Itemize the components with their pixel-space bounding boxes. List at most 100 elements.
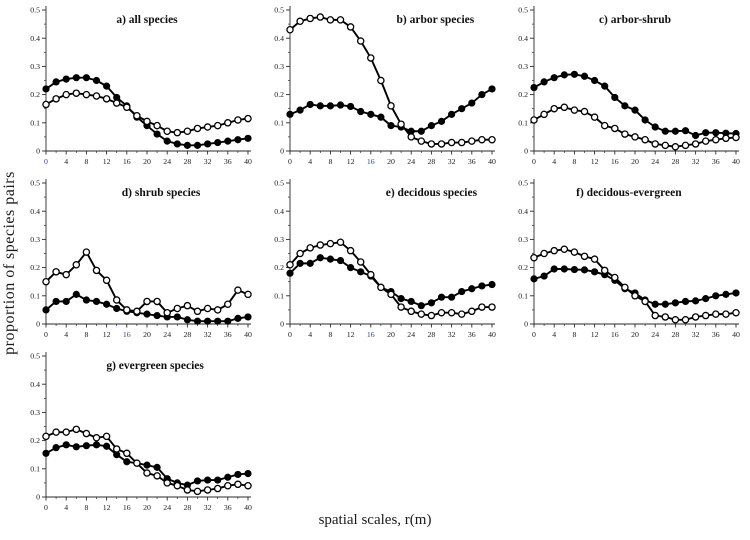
- data-point-open-circle: [316, 241, 325, 249]
- y-tick-label: 0.3: [518, 235, 528, 244]
- data-point-open-circle: [661, 313, 670, 321]
- x-tick-label: 32: [692, 330, 700, 339]
- x-tick-label: 20: [387, 157, 395, 166]
- data-point-filled-circle: [550, 74, 558, 82]
- x-tick-label: 8: [84, 503, 88, 512]
- x-tick-label: 0: [532, 157, 536, 166]
- x-tick-label: 40: [488, 157, 496, 166]
- data-point-open-circle: [651, 140, 659, 148]
- x-tick-label: 32: [204, 330, 212, 339]
- data-point-filled-circle: [478, 91, 486, 99]
- y-tick-label: 0.2: [518, 90, 528, 99]
- y-tick-label: 0.3: [30, 408, 40, 417]
- data-point-open-circle: [397, 120, 405, 128]
- data-point-open-circle: [600, 266, 609, 275]
- x-axis-ticks: 0 4 8 12 16 20 24 28 32 36 40: [532, 151, 740, 166]
- x-tick-label: 8: [84, 157, 88, 166]
- data-point-filled-circle: [661, 300, 669, 308]
- data-point-filled-circle: [651, 300, 659, 308]
- data-point-open-circle: [580, 107, 589, 116]
- series-open-circles: [286, 238, 496, 320]
- data-point-open-circle: [82, 90, 91, 99]
- data-point-filled-circle: [681, 297, 690, 306]
- x-tick-label: 28: [428, 330, 436, 339]
- data-point-filled-circle: [661, 127, 669, 135]
- data-point-filled-circle: [153, 311, 161, 320]
- data-point-open-circle: [437, 308, 446, 317]
- data-point-open-circle: [540, 249, 548, 258]
- data-point-filled-circle: [530, 83, 538, 92]
- data-point-filled-circle: [82, 296, 91, 304]
- data-point-open-circle: [234, 480, 242, 489]
- data-point-filled-circle: [244, 134, 252, 142]
- x-tick-label: 8: [328, 330, 332, 339]
- x-tick-label: 16: [123, 503, 131, 512]
- data-point-filled-circle: [72, 74, 80, 82]
- series-line: [45, 76, 249, 147]
- data-point-open-circle: [183, 486, 192, 494]
- data-point-filled-circle: [427, 122, 435, 130]
- data-point-filled-circle: [306, 259, 314, 267]
- data-point-open-circle: [213, 484, 222, 493]
- data-point-open-circle: [367, 270, 375, 279]
- data-point-filled-circle: [722, 290, 730, 298]
- data-point-open-circle: [52, 95, 60, 103]
- data-point-filled-circle: [326, 255, 335, 263]
- x-tick-label: 40: [732, 330, 740, 339]
- data-point-open-circle: [540, 110, 548, 119]
- data-point-open-circle: [712, 310, 720, 318]
- x-tick-label: 16: [367, 330, 375, 339]
- data-point-filled-circle: [530, 275, 538, 283]
- x-tick-label: 0: [44, 503, 48, 512]
- series-open-circles: [530, 245, 740, 324]
- panel-title: e) decidous species: [386, 187, 478, 199]
- data-point-open-circle: [437, 140, 446, 148]
- x-tick-label: 4: [64, 157, 68, 166]
- panel-title: a) all species: [116, 14, 178, 26]
- x-tick-label: 4: [552, 330, 556, 339]
- data-point-filled-circle: [92, 76, 101, 85]
- data-point-filled-circle: [387, 122, 395, 130]
- data-point-open-circle: [681, 141, 690, 150]
- data-point-filled-circle: [103, 300, 111, 308]
- data-point-open-circle: [701, 137, 710, 145]
- data-point-filled-circle: [52, 78, 60, 86]
- data-point-open-circle: [468, 307, 476, 316]
- x-tick-label: 32: [448, 157, 456, 166]
- x-tick-label: 36: [468, 330, 476, 339]
- data-point-open-circle: [62, 90, 70, 99]
- data-point-filled-circle: [234, 136, 242, 144]
- data-point-filled-circle: [296, 106, 304, 114]
- data-point-open-circle: [488, 135, 496, 144]
- data-point-filled-circle: [52, 297, 60, 306]
- data-point-open-circle: [244, 481, 252, 490]
- data-point-filled-circle: [357, 107, 365, 116]
- axes: [533, 6, 739, 152]
- data-point-open-circle: [203, 486, 212, 494]
- y-tick-label: 0.2: [30, 436, 40, 445]
- data-point-open-circle: [427, 311, 436, 320]
- data-point-open-circle: [580, 252, 589, 261]
- data-point-filled-circle: [193, 477, 202, 485]
- x-tick-label: 36: [712, 157, 720, 166]
- data-point-filled-circle: [437, 293, 446, 301]
- axes: [45, 352, 251, 498]
- data-point-open-circle: [457, 138, 466, 147]
- data-point-filled-circle: [437, 117, 446, 125]
- data-point-filled-circle: [183, 316, 191, 324]
- data-point-filled-circle: [580, 266, 589, 274]
- data-point-filled-circle: [244, 313, 252, 321]
- data-point-open-circle: [346, 246, 355, 255]
- x-tick-label: 12: [103, 157, 111, 166]
- data-point-open-circle: [102, 95, 111, 103]
- data-point-open-circle: [123, 449, 131, 458]
- y-tick-label: 0.2: [30, 90, 40, 99]
- data-point-filled-circle: [417, 302, 425, 310]
- data-point-open-circle: [407, 307, 415, 316]
- y-axis-ticks: 0 0.1 0.2 0.3 0.4 0.5: [30, 352, 46, 502]
- data-point-open-circle: [590, 113, 599, 121]
- data-point-filled-circle: [204, 140, 212, 148]
- y-tick-label: 0.5: [274, 179, 284, 188]
- data-point-filled-circle: [62, 297, 70, 306]
- data-point-filled-circle: [468, 285, 476, 293]
